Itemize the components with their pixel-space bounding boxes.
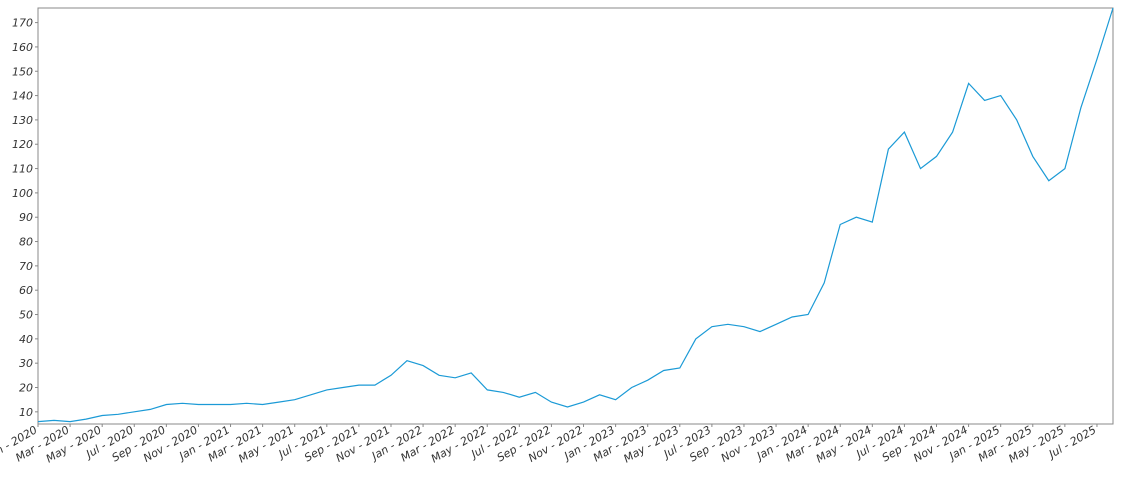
y-tick-label: 90 <box>19 211 33 224</box>
plot-frame <box>37 7 1114 425</box>
y-tick-label: 100 <box>12 187 33 200</box>
y-tick-label: 160 <box>12 41 33 54</box>
y-tick-label: 10 <box>19 406 33 419</box>
y-tick-label: 20 <box>19 382 33 395</box>
y-tick-label: 140 <box>12 90 33 103</box>
y-tick-label: 130 <box>12 114 33 127</box>
y-tick-label: 110 <box>12 163 33 176</box>
y-tick-label: 50 <box>19 309 33 322</box>
y-tick-label: 30 <box>19 357 33 370</box>
y-tick-label: 120 <box>12 138 33 151</box>
y-tick-label: 70 <box>19 260 33 273</box>
price-line <box>37 7 1114 423</box>
y-tick-label: 60 <box>19 284 33 297</box>
y-tick-label: 170 <box>12 17 33 30</box>
y-tick-label: 150 <box>12 65 33 78</box>
y-tick-label: 40 <box>19 333 33 346</box>
y-tick-label: 80 <box>19 236 33 249</box>
